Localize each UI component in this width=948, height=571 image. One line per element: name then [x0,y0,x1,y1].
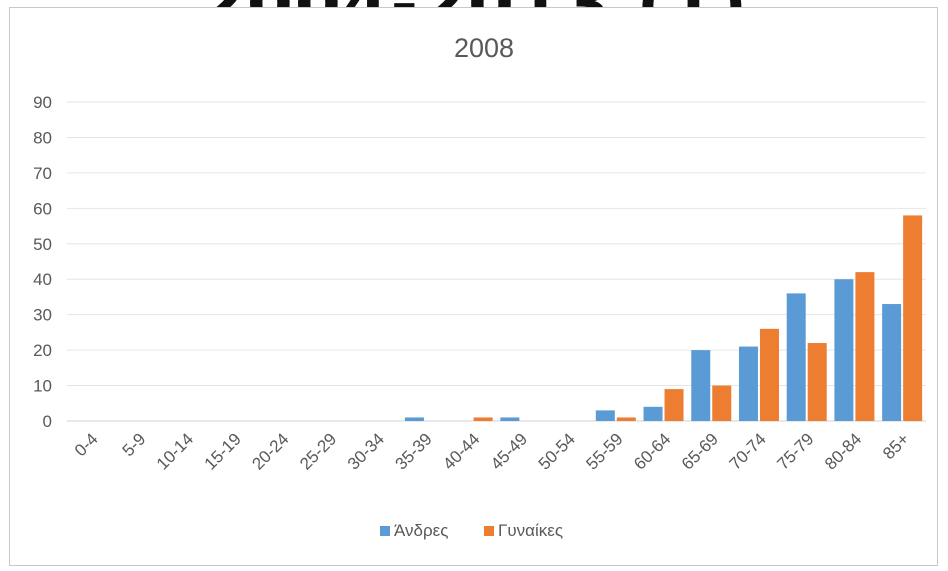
y-tick-label: 40 [33,270,52,289]
bar-andres [595,410,615,421]
y-tick-label: 80 [33,128,52,147]
y-tick-label: 10 [33,377,52,396]
legend-label: Άνδρες [394,521,448,540]
x-tick-label: 10-14 [153,429,197,473]
x-tick-label: 80-84 [821,429,865,473]
x-tick-label: 85+ [879,429,913,463]
bar-andres [738,346,758,421]
x-tick-label: 25-29 [296,429,340,473]
x-tick-label: 15-19 [201,429,245,473]
y-tick-label: 70 [33,164,52,183]
bar-andres [643,406,663,421]
bar-andres [404,417,424,421]
bar-andres [834,279,854,421]
bar-gynaikes [473,417,493,421]
bar-gynaikes [616,417,636,421]
x-tick-label: 30-34 [344,429,388,473]
y-tick-label: 90 [33,93,52,112]
bar-andres [882,304,902,421]
bar-gynaikes [903,215,923,421]
x-axis-ticks: 0-4 5-9 10-14 15-19 20-24 25-29 30-34 35-39 40-4… [71,429,913,473]
bar-gynaikes [712,385,732,421]
gridlines [67,101,926,422]
x-tick-label: 5-9 [119,429,150,460]
legend: Άνδρες Γυναίκες [380,521,563,540]
y-tick-label: 20 [33,341,52,360]
y-tick-label: 30 [33,306,52,325]
bar-andres [500,417,520,421]
y-tick-label: 60 [33,199,52,218]
x-tick-label: 45-49 [487,429,531,473]
bar-andres [786,293,806,421]
bar-andres [691,350,711,421]
x-tick-label: 40-44 [439,429,483,473]
y-tick-label: 50 [33,235,52,254]
bar-gynaikes [759,328,779,421]
chart-title: 2008 [454,33,514,63]
bar-gynaikes [807,343,827,421]
x-tick-label: 70-74 [726,429,770,473]
x-tick-label: 60-64 [630,429,674,473]
x-tick-label: 75-79 [773,429,817,473]
y-tick-label: 0 [43,412,52,431]
legend-swatch [484,526,494,536]
x-tick-label: 65-69 [678,429,722,473]
x-tick-label: 35-39 [392,429,436,473]
x-tick-label: 50-54 [535,429,579,473]
bars [404,215,923,421]
legend-swatch [380,526,390,536]
bar-gynaikes [664,389,684,421]
x-tick-label: 20-24 [248,429,292,473]
legend-label: Γυναίκες [498,521,563,540]
y-axis-ticks: 0 10 20 30 40 50 60 70 80 90 [33,93,52,431]
bar-gynaikes [855,272,875,421]
chart-frame [9,7,938,566]
x-tick-label: 0-4 [71,429,102,460]
x-tick-label: 55-59 [582,429,626,473]
